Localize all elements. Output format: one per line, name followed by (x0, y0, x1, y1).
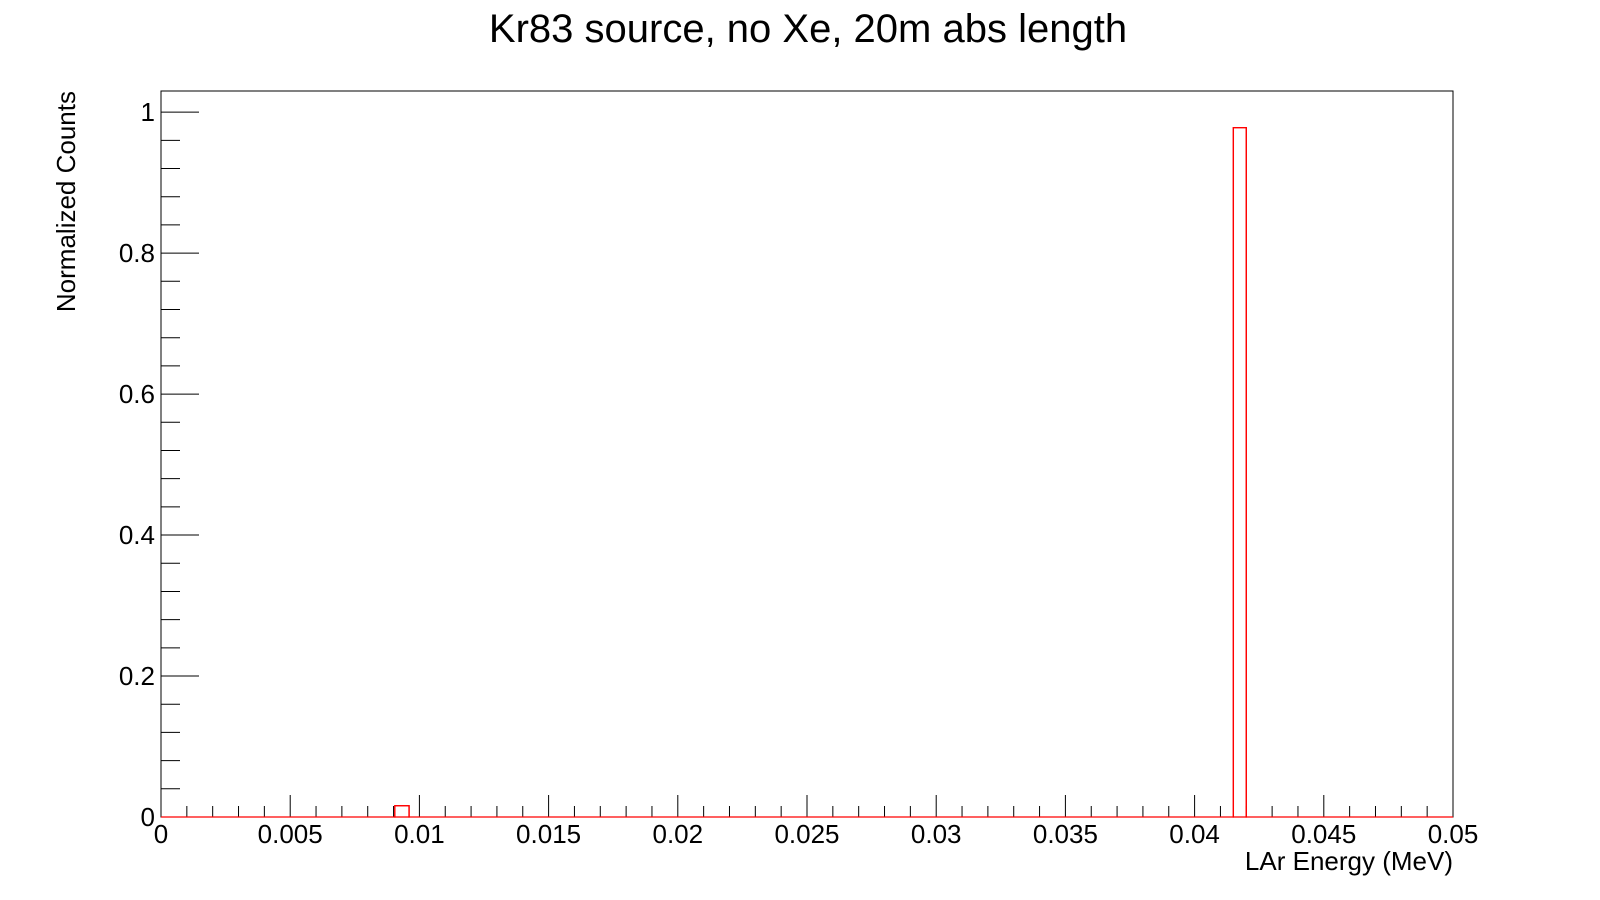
x-tick-label: 0.05 (1428, 819, 1479, 849)
plot-frame (160, 90, 1454, 818)
y-tick-label: 1 (141, 97, 155, 127)
x-tick-label: 0.04 (1169, 819, 1220, 849)
y-tick-label: 0.2 (119, 661, 155, 691)
y-tick-label: 0.6 (119, 379, 155, 409)
x-tick-label: 0.015 (516, 819, 581, 849)
histogram-series-line (161, 127, 1453, 818)
histogram-bar (1232, 127, 1247, 818)
y-axis-label: Normalized Counts (51, 91, 81, 312)
x-tick-label: 0.035 (1033, 819, 1098, 849)
y-axis-tick-labels: 0 0.2 0.4 0.6 0.8 1 (119, 97, 155, 832)
x-tick-label: 0.02 (652, 819, 703, 849)
y-tick-label: 0.8 (119, 238, 155, 268)
y-tick-label: 0 (141, 802, 155, 832)
x-tick-label: 0 (154, 819, 168, 849)
x-tick-label: 0.005 (258, 819, 323, 849)
y-axis-ticks (161, 111, 199, 818)
x-tick-label: 0.03 (911, 819, 962, 849)
x-tick-label: 0.01 (394, 819, 445, 849)
histogram-bins (394, 127, 1247, 818)
histogram-bar (394, 805, 410, 818)
x-axis-label: LAr Energy (MeV) (1245, 846, 1453, 876)
x-axis-ticks (160, 795, 1454, 817)
x-axis-tick-labels: 0 0.005 0.01 0.015 0.02 0.025 0.03 0.035 0.04 0.0… (154, 819, 1479, 849)
y-tick-label: 0.4 (119, 520, 155, 550)
x-tick-label: 0.045 (1291, 819, 1356, 849)
chart-title: Kr83 source, no Xe, 20m abs length (489, 7, 1127, 51)
x-tick-label: 0.025 (774, 819, 839, 849)
